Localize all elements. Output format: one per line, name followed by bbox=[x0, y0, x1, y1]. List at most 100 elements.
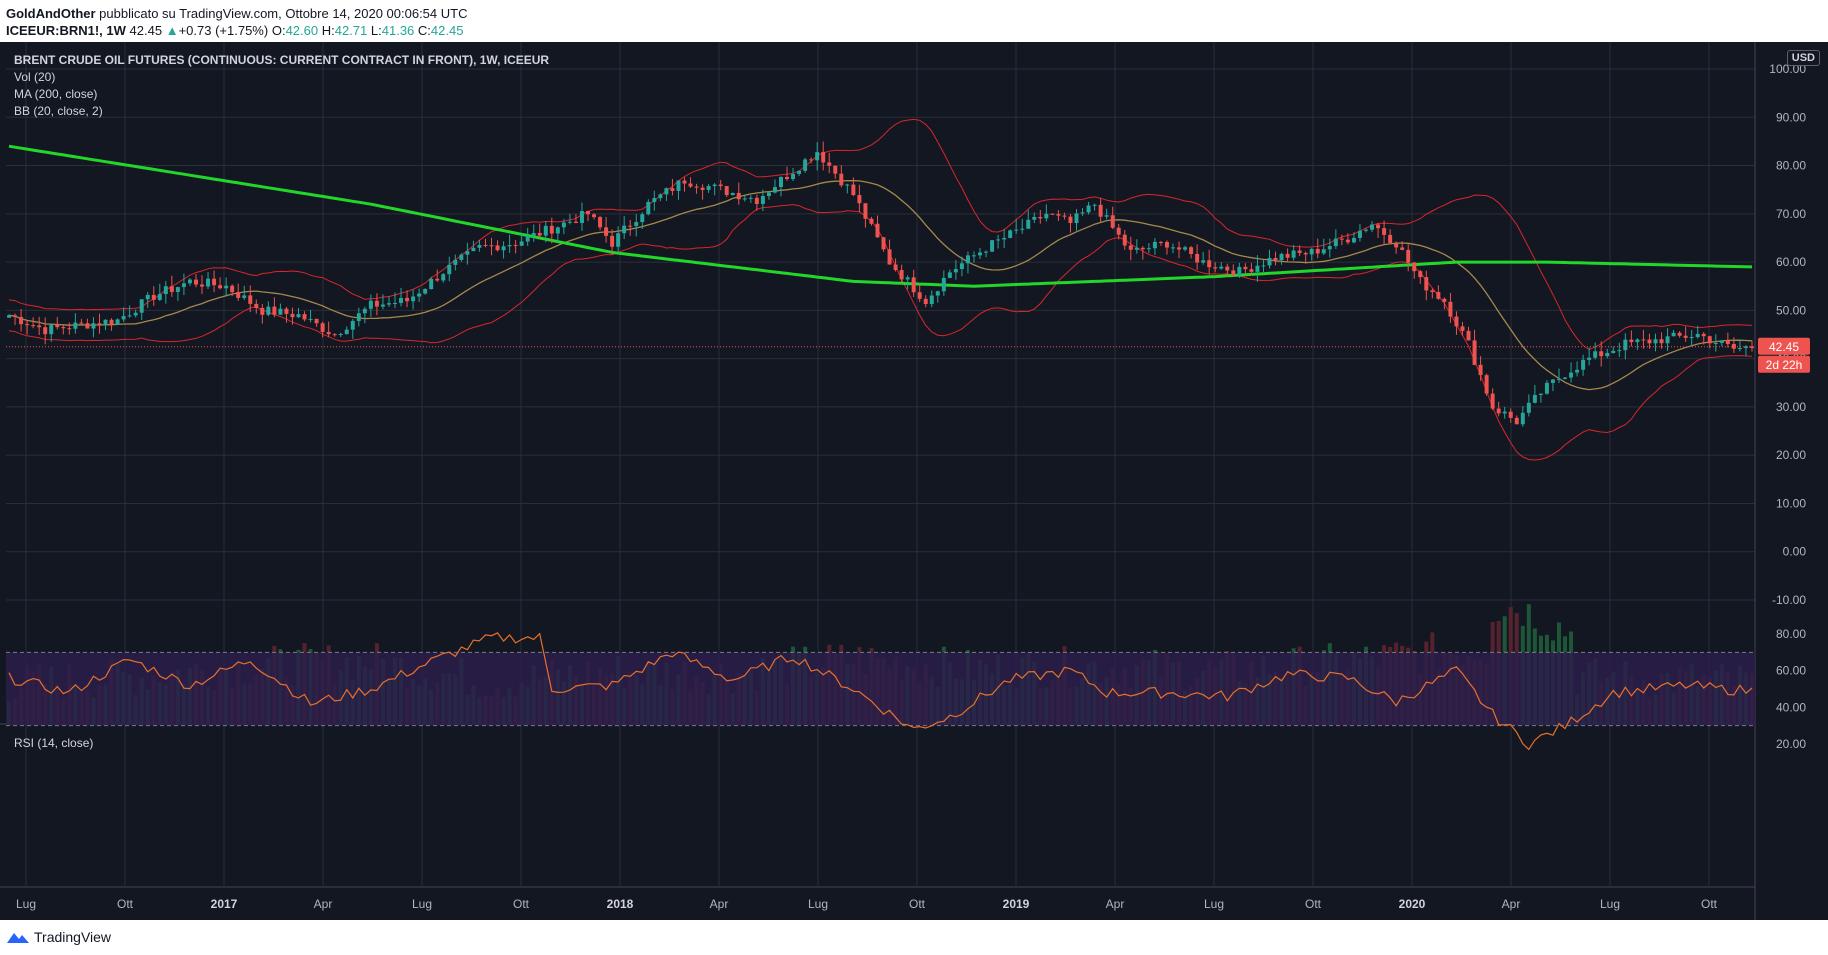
candle-body bbox=[923, 298, 928, 305]
candle-body bbox=[320, 323, 325, 332]
candle-body bbox=[302, 314, 307, 320]
candle-body bbox=[1050, 213, 1055, 215]
candle-body bbox=[869, 218, 874, 224]
rsi-line bbox=[8, 632, 1753, 751]
candle-body bbox=[163, 286, 168, 295]
author-name[interactable]: GoldAndOther bbox=[6, 6, 96, 21]
candle-body bbox=[212, 278, 217, 286]
candle-body bbox=[881, 237, 886, 250]
candle-body bbox=[839, 173, 844, 186]
candle-body bbox=[1749, 346, 1754, 349]
candle-body bbox=[1225, 266, 1230, 271]
candle-body bbox=[380, 304, 385, 307]
candle-body bbox=[1062, 215, 1067, 217]
candle-body bbox=[1140, 247, 1145, 250]
candle-body bbox=[1394, 242, 1399, 248]
candle-body bbox=[905, 277, 910, 280]
candle-body bbox=[1677, 332, 1682, 336]
candle-body bbox=[501, 246, 506, 251]
x-tick-label: Apr bbox=[314, 897, 333, 911]
candle-body bbox=[1376, 224, 1381, 229]
x-tick-label: Ott bbox=[1701, 897, 1718, 911]
candle-body bbox=[1605, 352, 1610, 357]
candle-body bbox=[1659, 339, 1664, 344]
candle-body bbox=[899, 270, 904, 280]
close-value: 42.45 bbox=[430, 23, 464, 38]
candle-body bbox=[1146, 248, 1151, 250]
legend-bb[interactable]: BB (20, close, 2) bbox=[14, 104, 103, 118]
footer: TradingView bbox=[0, 920, 1828, 955]
candle-body bbox=[592, 214, 597, 218]
x-tick-label: 2019 bbox=[1003, 897, 1030, 911]
candle-body bbox=[821, 152, 826, 163]
candle-body bbox=[622, 225, 627, 234]
candle-body bbox=[169, 286, 174, 292]
candle-body bbox=[549, 225, 554, 234]
high-label: H: bbox=[321, 23, 335, 38]
candle-body bbox=[1038, 216, 1043, 219]
candle-body bbox=[1177, 247, 1182, 250]
candle-body bbox=[1695, 333, 1700, 338]
candle-body bbox=[1526, 402, 1531, 413]
candle-body bbox=[610, 235, 615, 247]
candle-body bbox=[531, 233, 536, 236]
legend-volume[interactable]: Vol (20) bbox=[14, 70, 56, 84]
price-tick-label: 50.00 bbox=[1776, 303, 1806, 317]
footer-brand[interactable]: TradingView bbox=[34, 929, 112, 945]
candle-body bbox=[489, 245, 494, 247]
candle-body bbox=[1454, 316, 1459, 327]
candle-body bbox=[785, 176, 790, 180]
candle-body bbox=[1164, 242, 1169, 248]
candle-body bbox=[344, 329, 349, 335]
rsi-legend[interactable]: RSI (14, close) bbox=[14, 736, 94, 750]
candle-body bbox=[193, 279, 198, 285]
candle-body bbox=[1400, 247, 1405, 250]
candle-body bbox=[1532, 394, 1537, 403]
candle-body bbox=[1563, 377, 1568, 379]
candle-body bbox=[1593, 351, 1598, 358]
candle-body bbox=[441, 274, 446, 281]
candle-body bbox=[833, 165, 838, 174]
candle-body bbox=[1068, 216, 1073, 223]
candle-body bbox=[863, 203, 868, 219]
candle-body bbox=[1671, 332, 1676, 337]
candle-body bbox=[965, 255, 970, 264]
candle-body bbox=[386, 303, 391, 305]
candle-body bbox=[362, 308, 367, 314]
candle-body bbox=[350, 320, 355, 330]
candle-body bbox=[1743, 346, 1748, 348]
close-label: C: bbox=[417, 23, 431, 38]
price-chart[interactable]: Lug Ott 2017 Apr Lug Ott 2018 Apr Lug Ott 2019 Apr L… bbox=[0, 42, 1828, 920]
published-info: pubblicato su TradingView.com, Ottobre 1… bbox=[95, 6, 468, 21]
candle-body bbox=[7, 315, 12, 318]
candle-body bbox=[712, 184, 717, 187]
candle-body bbox=[1080, 212, 1085, 214]
candle-body bbox=[1520, 412, 1525, 425]
candle-body bbox=[1249, 269, 1254, 272]
candle-body bbox=[1273, 258, 1278, 261]
candle-body bbox=[857, 195, 862, 204]
candle-body bbox=[1032, 216, 1037, 220]
candle-body bbox=[453, 259, 458, 265]
candle-body bbox=[483, 244, 488, 246]
candle-body bbox=[718, 184, 723, 187]
x-tick-label: 2018 bbox=[607, 897, 634, 911]
candle-body bbox=[978, 252, 983, 256]
candle-body bbox=[127, 315, 132, 317]
legend-ma[interactable]: MA (200, close) bbox=[14, 87, 98, 101]
candle-body bbox=[1538, 393, 1543, 395]
candle-body bbox=[567, 221, 572, 223]
candle-body bbox=[200, 284, 204, 287]
candle-body bbox=[1731, 343, 1736, 349]
candle-body bbox=[1026, 219, 1031, 229]
candle-body bbox=[405, 297, 410, 302]
candle-body bbox=[676, 180, 681, 191]
candle-body bbox=[724, 186, 729, 196]
currency-label[interactable]: USD bbox=[1786, 50, 1820, 66]
candle-body bbox=[561, 222, 566, 228]
candle-body bbox=[1201, 260, 1206, 263]
candle-body bbox=[1448, 301, 1453, 317]
candle-body bbox=[296, 314, 301, 318]
candle-body bbox=[49, 324, 54, 335]
bb-upper-band bbox=[8, 118, 1753, 351]
